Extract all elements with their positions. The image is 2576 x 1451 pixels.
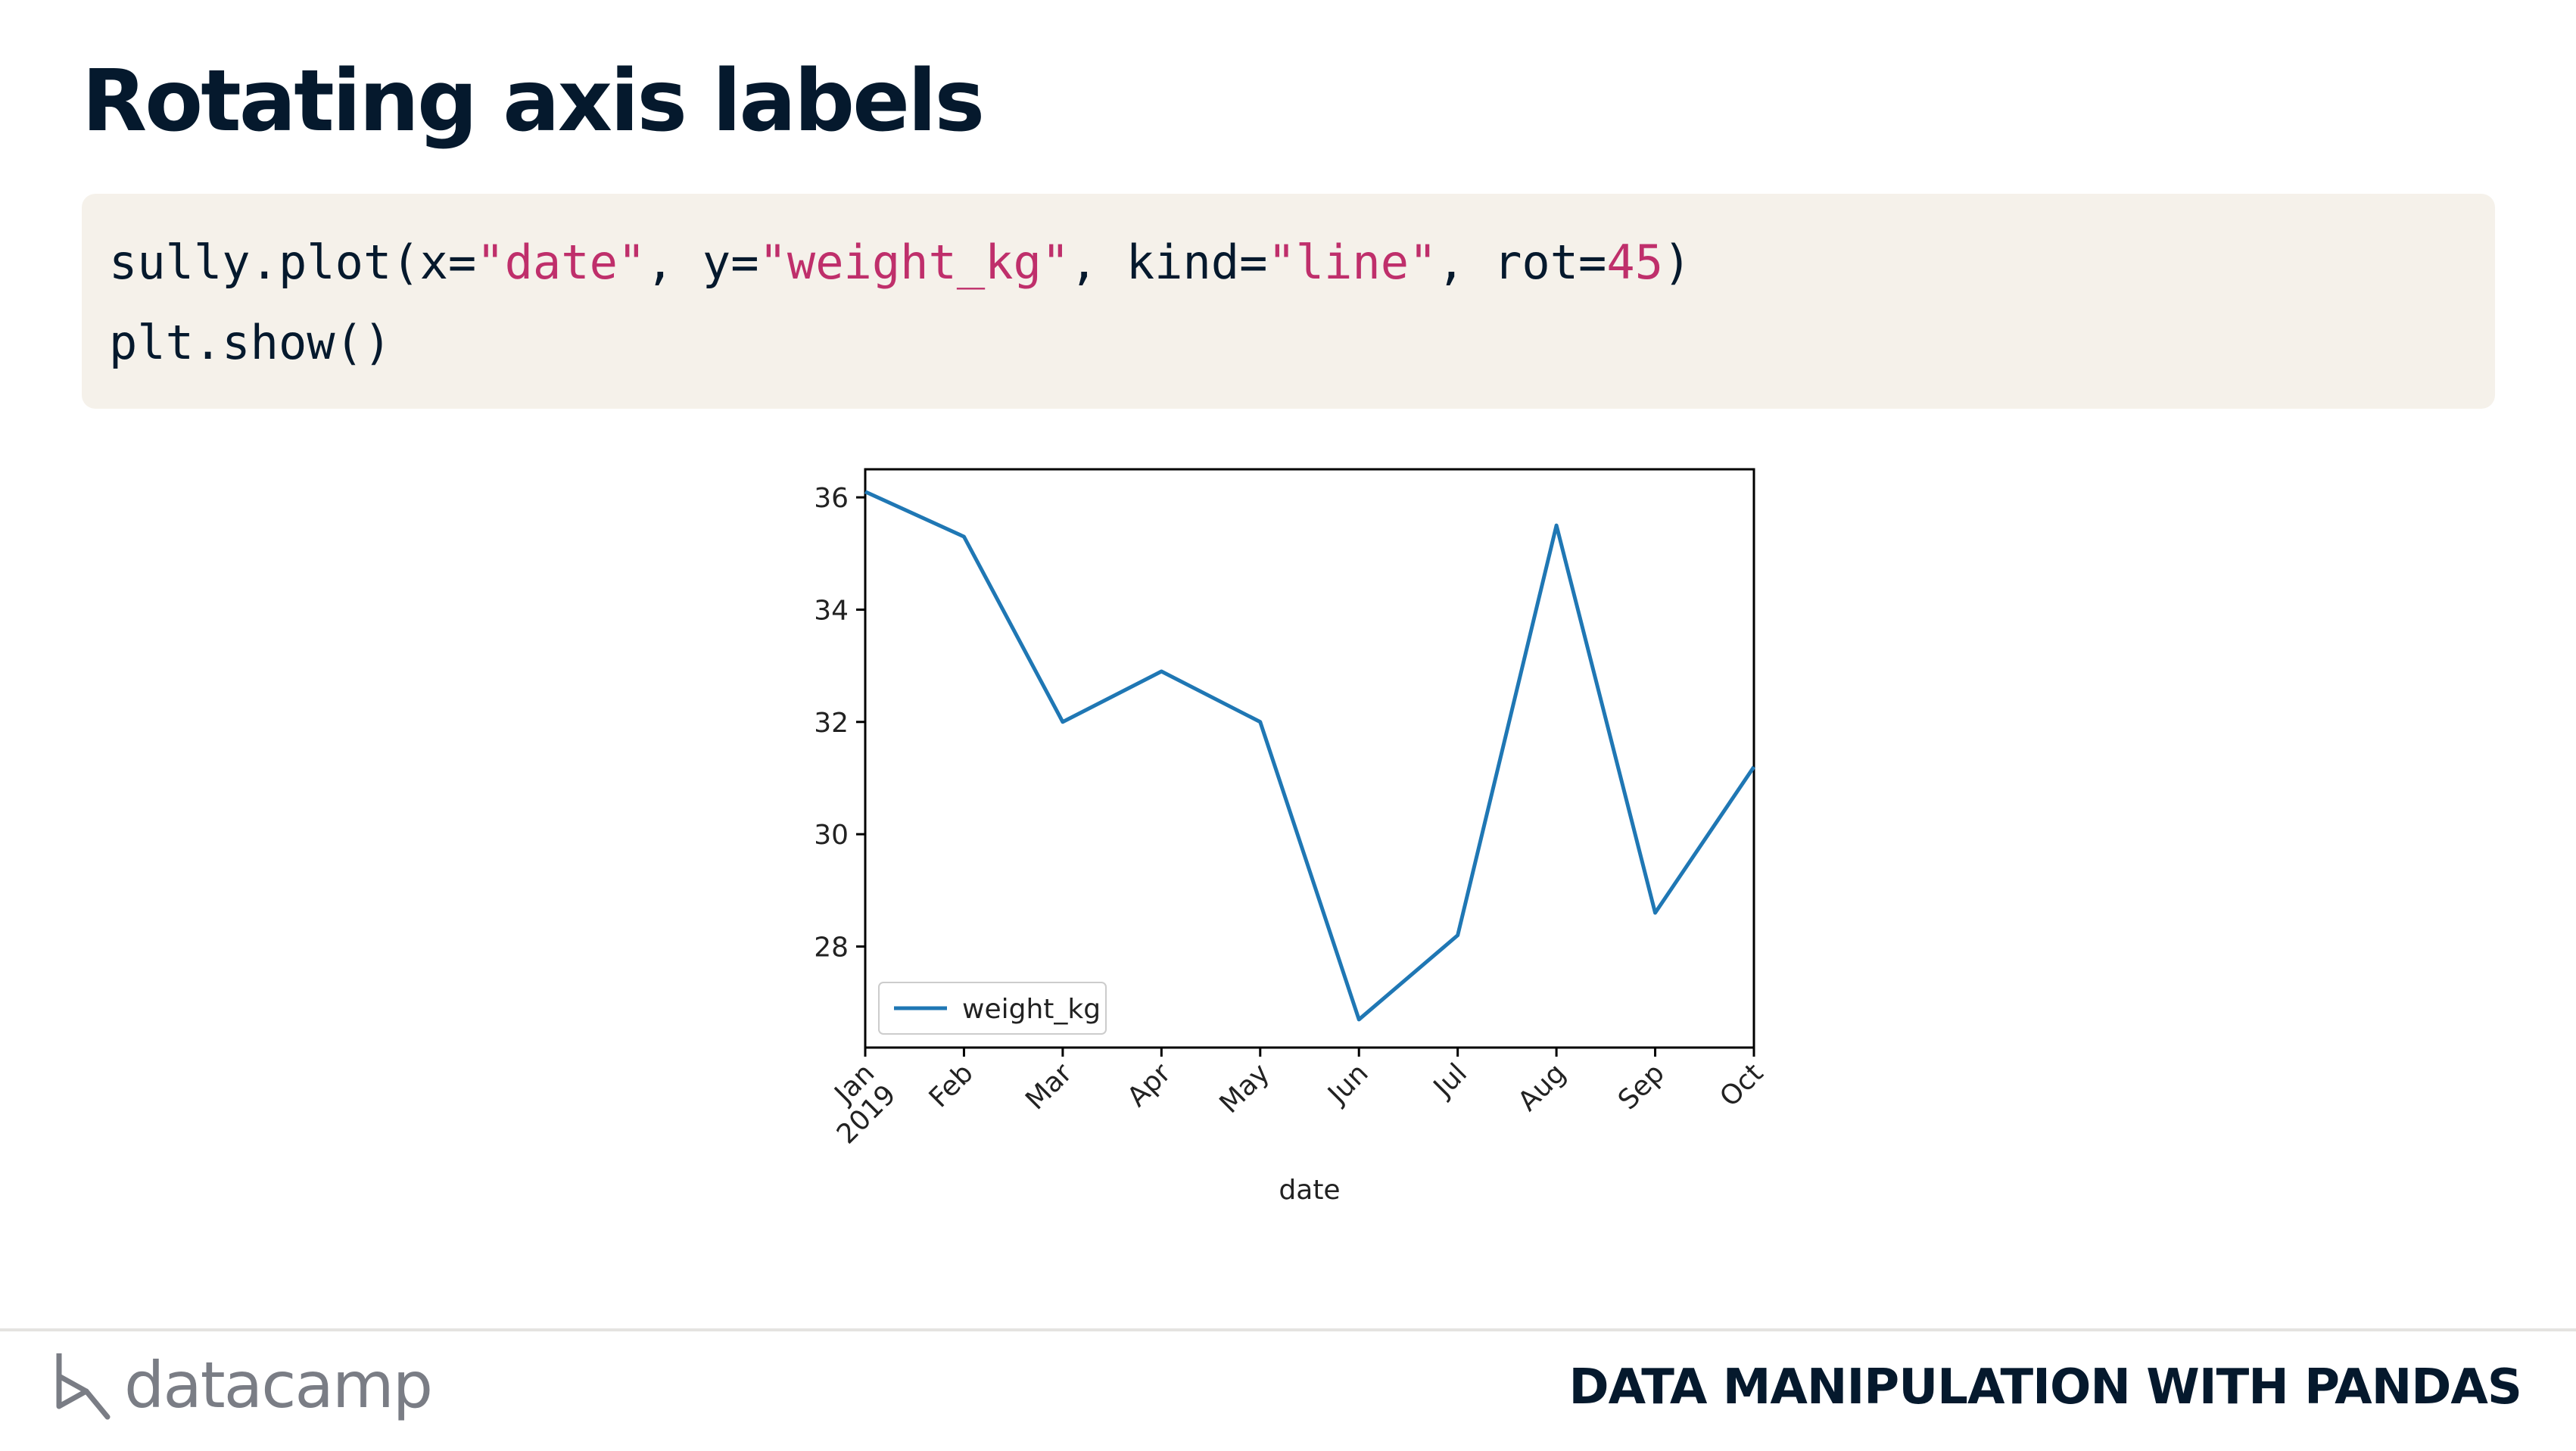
datacamp-logo-text: datacamp	[124, 1348, 433, 1422]
x-tick-label-line: Feb	[924, 1057, 980, 1113]
code-token: , y=	[646, 235, 759, 290]
x-tick-label: Sep	[1612, 1057, 1671, 1116]
slide-title: Rotating axis labels	[82, 52, 985, 151]
code-number: 45	[1606, 235, 1664, 290]
plot-frame	[864, 468, 1755, 1049]
x-tick-label-line: Apr	[1122, 1057, 1177, 1113]
series-line-weight_kg	[864, 490, 1756, 1022]
x-tick-label-line: Mar	[1020, 1057, 1078, 1116]
code-line-1: sully.plot(x="date", y="weight_kg", kind…	[109, 223, 2495, 303]
x-tick-label-line: Jun	[1321, 1057, 1374, 1110]
x-tick-label-line: Oct	[1714, 1057, 1769, 1113]
x-tick-label-line: Aug	[1512, 1057, 1572, 1117]
course-title: DATA MANIPULATION WITH PANDAS	[1568, 1359, 2522, 1415]
y-tick-label: 32	[814, 708, 849, 739]
x-tick-label: Apr	[1122, 1057, 1177, 1113]
legend-label: weight_kg	[962, 994, 1101, 1025]
footer-divider	[0, 1328, 2576, 1331]
x-tick-label: Mar	[1020, 1057, 1078, 1116]
code-token: , kind=	[1070, 235, 1268, 290]
code-block: sully.plot(x="date", y="weight_kg", kind…	[82, 194, 2495, 409]
x-tick-label: May	[1214, 1057, 1276, 1119]
y-tick-label: 28	[814, 932, 849, 963]
x-tick-label: Jun	[1321, 1057, 1374, 1110]
code-string: "weight_kg"	[758, 235, 1070, 290]
x-tick-label: Aug	[1512, 1057, 1572, 1117]
y-tick-label: 34	[814, 595, 849, 626]
x-axis-label: date	[1279, 1175, 1340, 1206]
x-tick-label-line: May	[1214, 1057, 1276, 1119]
x-tick-label-line: Jul	[1427, 1057, 1473, 1104]
x-tick-label: Jul	[1427, 1057, 1473, 1104]
x-tick-label-line: Sep	[1612, 1057, 1671, 1116]
code-token: , rot=	[1437, 235, 1607, 290]
y-tick-label: 36	[814, 483, 849, 514]
datacamp-logo-icon	[56, 1353, 111, 1420]
code-line-2: plt.show()	[109, 315, 392, 370]
legend-box	[878, 982, 1107, 1035]
code-token: )	[1663, 235, 1692, 290]
x-tick-label: Oct	[1714, 1057, 1769, 1113]
line-chart: 28 30 32 34 36 Jan 2019 Feb Mar Apr May Jun Jul Aug Se…	[742, 447, 1802, 1219]
datacamp-logo: datacamp	[53, 1347, 433, 1423]
y-tick-label: 30	[814, 820, 849, 851]
code-string: "date"	[476, 235, 646, 290]
code-token: sully.plot(x=	[109, 235, 477, 290]
code-string: "line"	[1267, 235, 1438, 290]
x-tick-label: Feb	[924, 1057, 980, 1113]
